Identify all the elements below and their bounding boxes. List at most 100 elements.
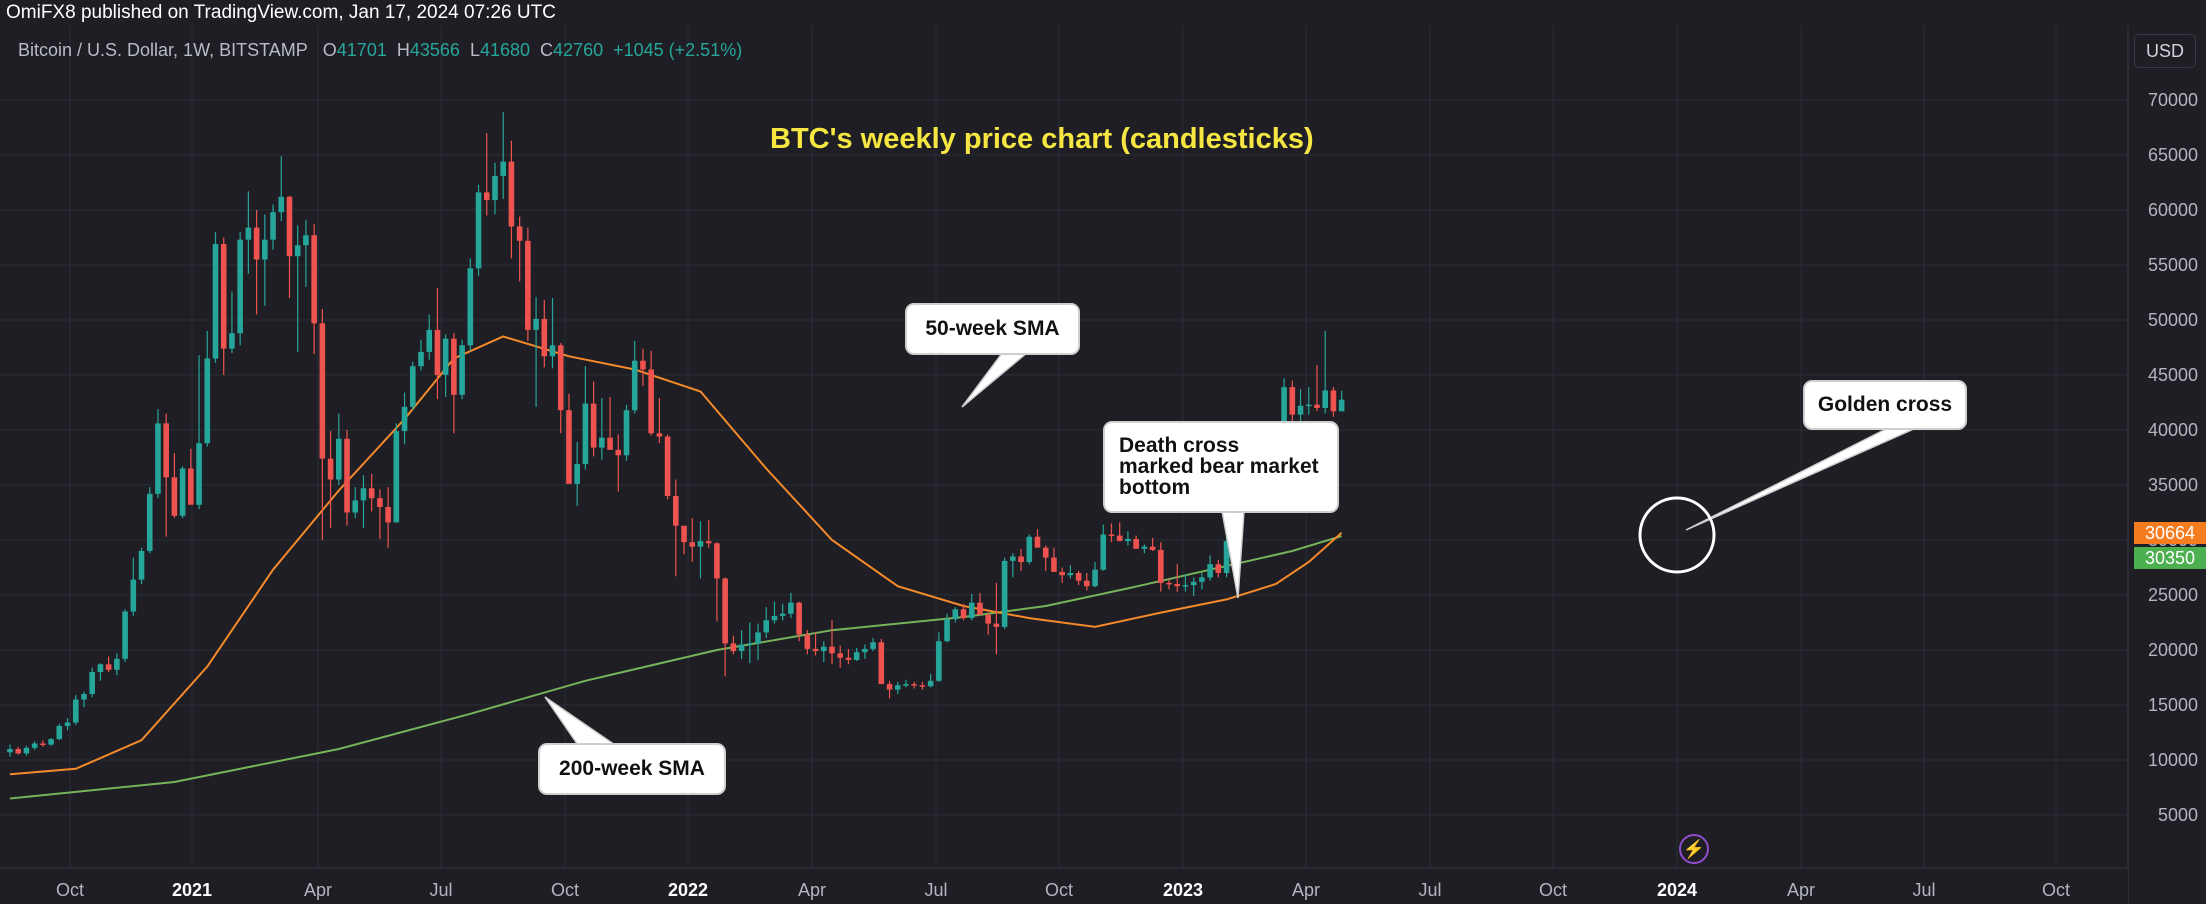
candle — [179, 466, 186, 518]
candle — [705, 520, 712, 548]
candle-body — [188, 468, 194, 505]
candle-body — [220, 244, 227, 349]
candle — [1190, 577, 1197, 597]
candle — [451, 333, 457, 434]
candle-body — [56, 725, 63, 740]
candle-body — [566, 410, 572, 484]
candle — [97, 663, 104, 681]
candle — [220, 237, 227, 375]
candle-body — [894, 685, 901, 690]
candle — [886, 680, 893, 699]
candle — [138, 547, 145, 584]
candle-body — [1158, 549, 1164, 583]
x-tick-label: Oct — [1539, 880, 1567, 900]
candle — [894, 681, 901, 694]
candle-body — [648, 369, 654, 434]
x-tick-label: Jul — [1418, 880, 1441, 900]
candle — [155, 409, 161, 499]
candle — [747, 622, 753, 664]
candle-body — [656, 433, 663, 437]
candle-body — [1338, 399, 1345, 412]
candle — [418, 339, 424, 371]
candle — [870, 637, 876, 652]
candle-body — [771, 615, 778, 621]
candle — [89, 667, 95, 698]
open-value: 41701 — [336, 40, 387, 60]
candle-body — [278, 196, 285, 213]
candle-body — [1100, 534, 1107, 570]
candle-body — [557, 345, 564, 411]
y-tick-label: 35000 — [2148, 475, 2198, 495]
candle — [549, 298, 556, 369]
candle-body — [1330, 390, 1337, 412]
candle — [1158, 542, 1164, 592]
sma-50-path — [9, 335, 1343, 776]
candle — [656, 398, 663, 444]
candle-body — [89, 672, 95, 694]
y-tick-label: 65000 — [2148, 145, 2198, 165]
candle-body — [1174, 584, 1181, 587]
currency-button[interactable]: USD — [2134, 34, 2196, 68]
candle-body — [1297, 405, 1304, 415]
candle-body — [1166, 582, 1172, 585]
candle — [1018, 548, 1024, 571]
candle-body — [1215, 564, 1222, 573]
candle-body — [599, 437, 605, 448]
close-value: 42760 — [553, 40, 604, 60]
candle-body — [1322, 390, 1328, 408]
candle-body — [870, 642, 876, 649]
candle-body — [804, 634, 811, 649]
candle — [459, 339, 465, 400]
time-axis-panel — [0, 868, 2128, 904]
candle-body — [270, 212, 276, 240]
candle — [344, 430, 350, 526]
sma-50-price-tag: 30664 — [2134, 522, 2206, 544]
candle-body — [1199, 577, 1205, 582]
lightning-icon[interactable]: ⚡ — [1679, 834, 1709, 864]
candle — [467, 258, 474, 351]
candle-body — [845, 657, 852, 660]
sma-200-pointer — [544, 696, 618, 746]
candle — [130, 557, 137, 616]
candle-body — [1125, 538, 1131, 542]
candle-body — [1281, 387, 1287, 436]
high-label: H — [396, 40, 410, 60]
x-tick-label: 2021 — [172, 880, 212, 900]
price-axis-panel — [2128, 25, 2206, 904]
candle-body — [179, 468, 186, 516]
candle — [599, 398, 605, 460]
candle-body — [81, 694, 87, 700]
candle — [1322, 331, 1328, 414]
candle-body — [286, 196, 293, 257]
candle-body — [393, 431, 400, 523]
candle — [648, 350, 654, 436]
candle — [196, 355, 202, 510]
candle-body — [171, 477, 178, 516]
candle-body — [426, 329, 433, 352]
candle-body — [1092, 569, 1098, 587]
candle — [56, 723, 63, 741]
candle — [1100, 524, 1107, 571]
candle — [952, 607, 959, 623]
candle-body — [927, 680, 934, 687]
y-tick-label: 45000 — [2148, 365, 2198, 385]
candle — [697, 521, 704, 579]
candle — [566, 393, 572, 484]
candle — [204, 331, 211, 447]
callout-50-week-sma: 50-week SMA — [905, 303, 1080, 355]
candle — [681, 525, 687, 555]
candle — [426, 314, 433, 360]
candle-body — [1034, 536, 1041, 548]
candle-body — [919, 685, 926, 687]
candle — [171, 453, 178, 518]
candle-body — [1018, 556, 1024, 562]
candle — [1314, 365, 1320, 412]
candle-body — [615, 449, 622, 456]
candle-body — [977, 602, 983, 615]
candle — [492, 162, 498, 215]
y-tick-label: 5000 — [2158, 805, 2198, 825]
candle — [862, 644, 868, 659]
candle — [1026, 534, 1033, 565]
